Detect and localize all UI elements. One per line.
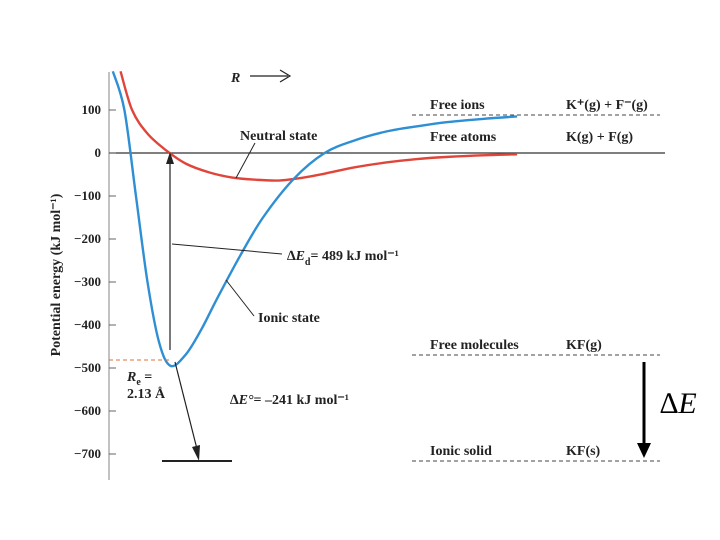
ionic-state-label: Ionic state bbox=[258, 311, 320, 326]
neutral-state-label: Neutral state bbox=[240, 129, 317, 144]
energy-level-species: KF(g) bbox=[566, 338, 602, 353]
delta-e-label: ∆E bbox=[660, 387, 697, 420]
energy-level-label: Ionic solid bbox=[430, 444, 492, 459]
dissociation-arrow-head bbox=[166, 152, 174, 164]
solid-arrow-head bbox=[192, 445, 200, 461]
de-annotation: ∆Ed= 489 kJ mol⁻¹ bbox=[287, 249, 399, 268]
y-tick-label: 100 bbox=[82, 102, 102, 117]
neutral-leader bbox=[235, 142, 256, 179]
energy-level-label: Free ions bbox=[430, 98, 485, 113]
ionic-leader bbox=[225, 279, 255, 317]
r-arrow-head bbox=[279, 69, 292, 83]
energy-level-species: K(g) + F(g) bbox=[566, 130, 633, 145]
delta-e-arrow-head bbox=[637, 443, 651, 458]
y-tick-label: −500 bbox=[74, 360, 101, 375]
series-line-neutral bbox=[119, 70, 518, 182]
y-tick-label: −600 bbox=[74, 403, 101, 418]
energy-level-label: Free molecules bbox=[430, 338, 519, 353]
series-line-ionic bbox=[111, 70, 518, 368]
y-tick-label: −200 bbox=[74, 231, 101, 246]
de-leader bbox=[171, 243, 283, 255]
re-value: 2.13 Å bbox=[127, 386, 166, 402]
energy-level-species: KF(s) bbox=[566, 444, 601, 459]
re-annotation: Re = bbox=[126, 370, 152, 388]
y-tick-label: −700 bbox=[74, 446, 101, 461]
y-tick-label: −100 bbox=[74, 188, 101, 203]
y-tick-label: 0 bbox=[95, 145, 102, 160]
y-tick-label: −400 bbox=[74, 317, 101, 332]
energy-level-species: K⁺(g) + F⁻(g) bbox=[566, 98, 648, 113]
r-axis-label: R bbox=[230, 71, 240, 86]
solid-arrow bbox=[174, 361, 199, 454]
y-tick-label: −300 bbox=[74, 274, 101, 289]
y-axis-label: Potential energy (kJ mol⁻¹) bbox=[49, 193, 64, 356]
energy-level-label: Free atoms bbox=[430, 130, 497, 145]
solid-annotation: ∆E°= –241 kJ mol⁻¹ bbox=[230, 393, 349, 408]
